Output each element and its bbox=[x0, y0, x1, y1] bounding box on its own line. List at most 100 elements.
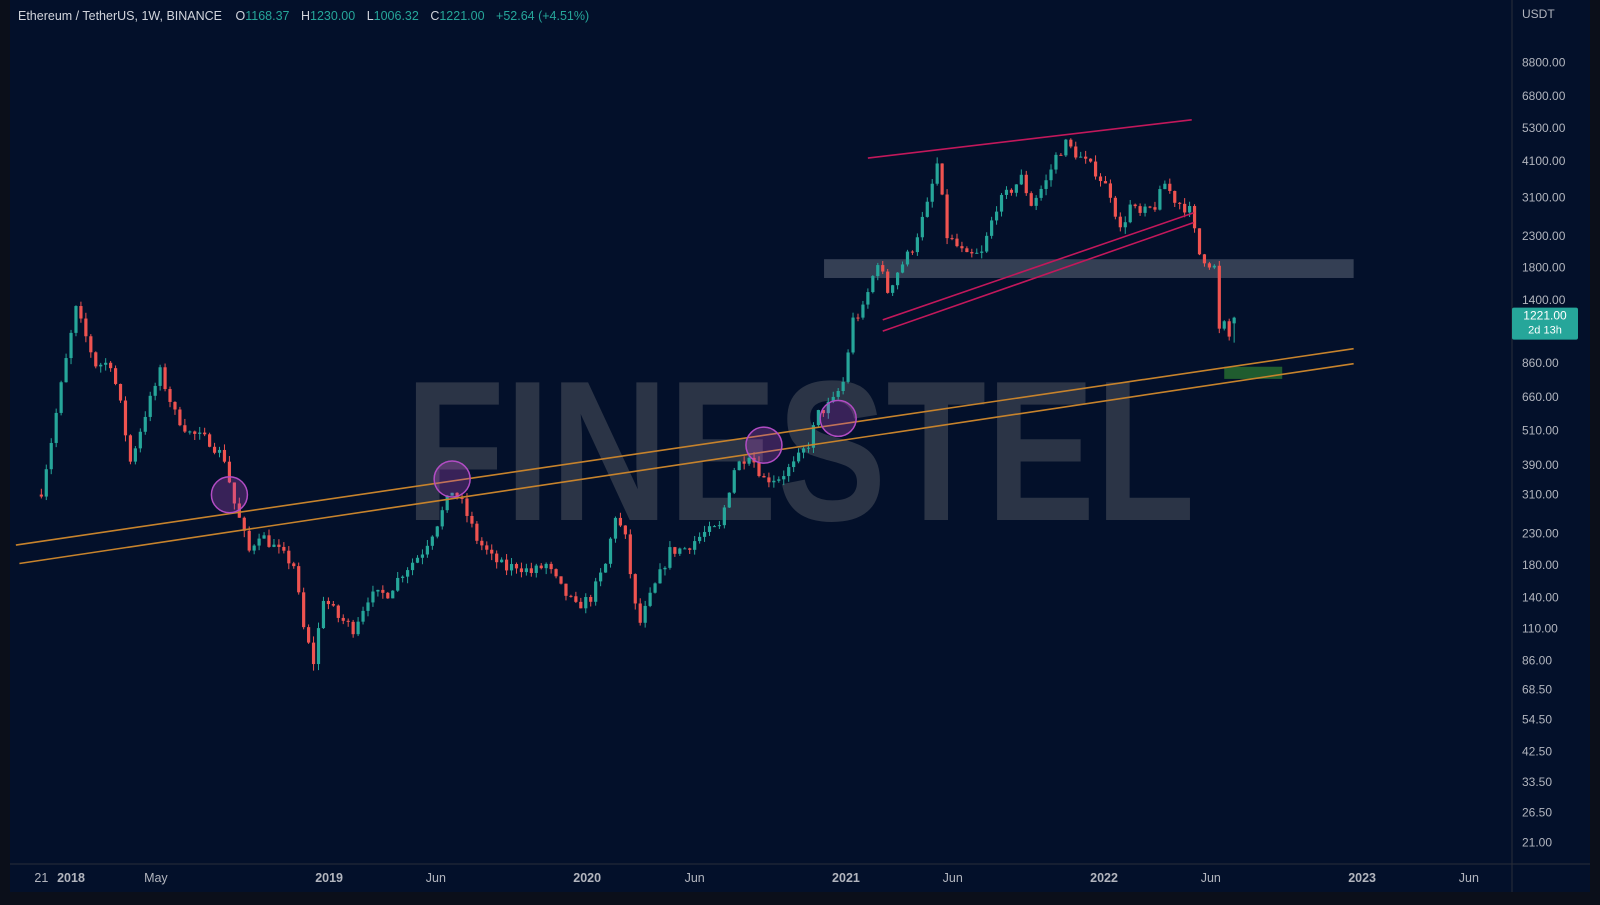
candle[interactable] bbox=[59, 380, 63, 416]
candle[interactable] bbox=[247, 526, 251, 553]
candle[interactable] bbox=[678, 547, 682, 556]
candle[interactable] bbox=[1133, 203, 1137, 209]
candle[interactable] bbox=[717, 521, 722, 529]
candle[interactable] bbox=[54, 408, 58, 448]
candle[interactable] bbox=[84, 312, 88, 343]
candle[interactable] bbox=[272, 539, 276, 548]
candle[interactable] bbox=[440, 506, 444, 530]
candle[interactable] bbox=[1089, 158, 1093, 163]
candle[interactable] bbox=[673, 546, 677, 557]
candle[interactable] bbox=[960, 241, 964, 253]
candle[interactable] bbox=[138, 428, 142, 453]
candle[interactable] bbox=[1019, 169, 1023, 185]
candle[interactable] bbox=[1123, 216, 1127, 234]
candle[interactable] bbox=[39, 488, 43, 499]
candle[interactable] bbox=[999, 192, 1004, 217]
candle[interactable] bbox=[222, 444, 227, 464]
candle[interactable] bbox=[356, 617, 360, 637]
candle[interactable] bbox=[1163, 180, 1167, 190]
candle[interactable] bbox=[693, 535, 697, 555]
candle[interactable] bbox=[1059, 153, 1063, 156]
candle[interactable] bbox=[737, 460, 741, 471]
candle[interactable] bbox=[891, 284, 895, 296]
candle[interactable] bbox=[599, 568, 603, 587]
candle[interactable] bbox=[1143, 203, 1147, 217]
candle[interactable] bbox=[1197, 228, 1202, 256]
candle[interactable] bbox=[698, 532, 702, 544]
candle[interactable] bbox=[109, 361, 113, 372]
candle[interactable] bbox=[401, 575, 405, 583]
candle[interactable] bbox=[524, 563, 528, 576]
candle[interactable] bbox=[638, 598, 642, 626]
candle[interactable] bbox=[485, 541, 489, 555]
candle[interactable] bbox=[1222, 320, 1226, 331]
candle[interactable] bbox=[841, 377, 845, 395]
candle[interactable] bbox=[1192, 204, 1197, 233]
candle[interactable] bbox=[589, 594, 593, 607]
candle[interactable] bbox=[980, 245, 984, 259]
candle[interactable] bbox=[282, 542, 286, 554]
candle[interactable] bbox=[688, 547, 692, 554]
candle[interactable] bbox=[623, 525, 627, 539]
candle[interactable] bbox=[579, 597, 583, 609]
candle[interactable] bbox=[267, 529, 271, 548]
candle[interactable] bbox=[366, 597, 370, 617]
candle[interactable] bbox=[628, 529, 632, 579]
candle[interactable] bbox=[188, 430, 192, 435]
candle[interactable] bbox=[529, 562, 533, 577]
candle[interactable] bbox=[495, 550, 499, 569]
candle[interactable] bbox=[762, 473, 766, 478]
candle[interactable] bbox=[302, 587, 306, 630]
candle[interactable] bbox=[668, 541, 672, 570]
candle[interactable] bbox=[1024, 170, 1028, 196]
candle[interactable] bbox=[559, 576, 563, 585]
candle[interactable] bbox=[450, 492, 454, 496]
candle[interactable] bbox=[208, 432, 212, 448]
candle[interactable] bbox=[1029, 191, 1033, 207]
candle[interactable] bbox=[955, 233, 959, 248]
candle[interactable] bbox=[203, 427, 207, 437]
candle[interactable] bbox=[123, 396, 128, 442]
candle[interactable] bbox=[930, 179, 934, 208]
candle[interactable] bbox=[940, 163, 944, 196]
candle[interactable] bbox=[895, 272, 900, 290]
candle[interactable] bbox=[500, 557, 504, 563]
candle[interactable] bbox=[1148, 205, 1152, 209]
candle[interactable] bbox=[198, 426, 202, 440]
candle[interactable] bbox=[361, 606, 365, 625]
candle[interactable] bbox=[1103, 176, 1108, 184]
candle[interactable] bbox=[435, 525, 439, 539]
candle[interactable] bbox=[1098, 173, 1103, 187]
time-axis[interactable]: 21 2018 May 2019 Jun 2020 Jun 2021 Jun 2022 Jun 202… bbox=[34, 871, 1479, 885]
candle[interactable] bbox=[1108, 179, 1113, 203]
candle[interactable] bbox=[490, 544, 494, 561]
candle[interactable] bbox=[1084, 150, 1088, 164]
candle[interactable] bbox=[430, 535, 434, 550]
candle[interactable] bbox=[633, 573, 637, 610]
candle[interactable] bbox=[975, 248, 979, 254]
candle[interactable] bbox=[876, 262, 880, 281]
candle[interactable] bbox=[796, 448, 801, 464]
candle[interactable] bbox=[722, 505, 726, 529]
candle[interactable] bbox=[193, 430, 197, 440]
candle[interactable] bbox=[856, 313, 860, 322]
candle[interactable] bbox=[376, 589, 380, 597]
candle[interactable] bbox=[1183, 198, 1187, 218]
candle[interactable] bbox=[262, 532, 266, 539]
candle[interactable] bbox=[178, 406, 182, 427]
candle[interactable] bbox=[371, 585, 375, 607]
candle[interactable] bbox=[386, 591, 390, 599]
candle[interactable] bbox=[707, 521, 712, 536]
candle[interactable] bbox=[534, 563, 538, 578]
candle[interactable] bbox=[990, 216, 994, 239]
candle[interactable] bbox=[425, 539, 429, 558]
candle[interactable] bbox=[168, 386, 172, 408]
candle[interactable] bbox=[732, 467, 736, 494]
candle[interactable] bbox=[846, 349, 850, 384]
candle[interactable] bbox=[742, 456, 746, 470]
candle[interactable] bbox=[148, 391, 152, 422]
candle[interactable] bbox=[99, 362, 103, 373]
candle[interactable] bbox=[336, 604, 340, 623]
